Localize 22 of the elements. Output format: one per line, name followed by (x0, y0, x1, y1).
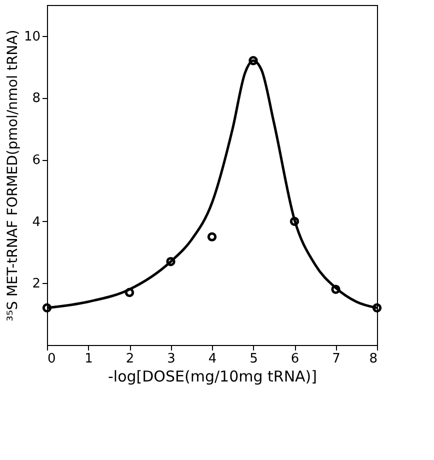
y-tick-label: 2 (32, 276, 40, 292)
point (248, 56, 258, 66)
point (207, 232, 217, 242)
x-tick-label: 8 (369, 352, 378, 366)
x-tick-label: 6 (290, 352, 300, 366)
y-axis-title: ³⁵S MET-tRNAF FORMED(pmol/nmol tRNA) (4, 30, 21, 322)
x-tick-label: 1 (84, 352, 93, 366)
point (124, 288, 134, 298)
x-tick-label: 7 (332, 352, 340, 366)
point (290, 216, 300, 226)
y-tick-label: 10 (24, 29, 40, 44)
y-tick-label: 6 (32, 153, 40, 168)
y-tick-label: 8 (32, 91, 40, 106)
y-tick-label: 4 (32, 214, 40, 230)
point (166, 256, 176, 266)
x-tick-label: 4 (208, 352, 217, 366)
x-tick-label: 2 (126, 352, 134, 366)
x-axis-title: -log[DOSE(mg/10mg tRNA)] (108, 368, 318, 386)
x-tick-label: 3 (167, 352, 176, 366)
x-tick-label: 0 (48, 352, 56, 366)
x-tick-label: 5 (250, 352, 258, 366)
point (331, 284, 340, 294)
